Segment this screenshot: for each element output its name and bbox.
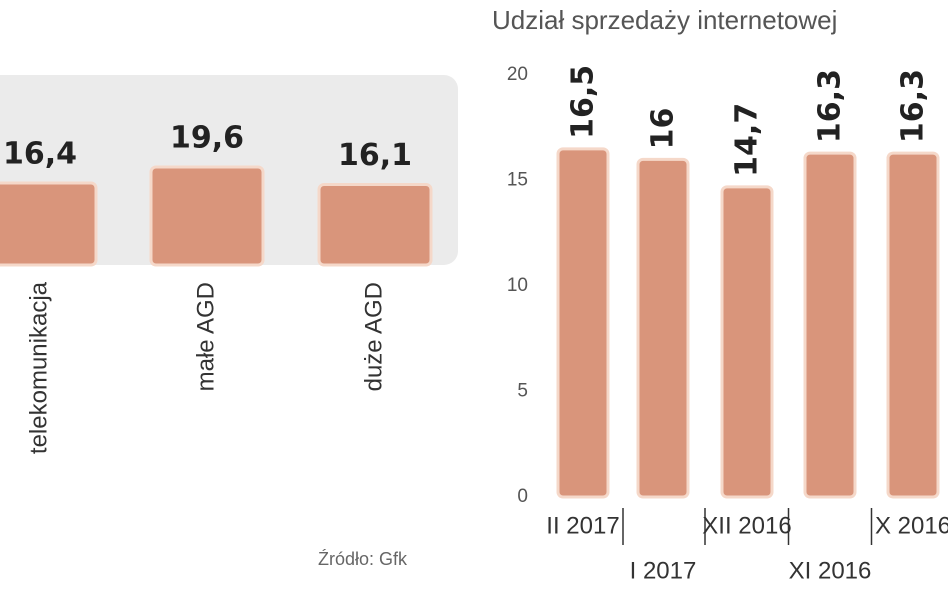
bar — [317, 183, 433, 267]
x-tick-label: duże AGD — [360, 282, 387, 391]
value-label: 16,5 — [566, 65, 601, 139]
x-tick-label: I 2017 — [630, 557, 697, 584]
value-label: 19,6 — [170, 121, 244, 156]
value-label: 16,3 — [896, 69, 931, 143]
value-label: 16,3 — [813, 69, 848, 143]
value-label: 16 — [646, 108, 681, 150]
value-label: 16,1 — [338, 138, 412, 173]
source: Źródło: Gfk — [318, 549, 408, 569]
value-label: 16,4 — [3, 137, 77, 172]
bar — [803, 151, 857, 499]
y-tick-label: 20 — [507, 64, 528, 85]
value-label: 14,7 — [730, 103, 765, 177]
bar — [720, 185, 774, 499]
x-tick-label: II 2017 — [546, 512, 619, 539]
y-tick-label: 0 — [517, 486, 528, 507]
chart-title: Udział sprzedaży internetowej — [492, 5, 837, 35]
bar — [0, 181, 98, 267]
x-tick-label: X 2016 — [875, 512, 948, 539]
x-tick-label: XI 2016 — [789, 557, 872, 584]
bar — [556, 147, 610, 499]
x-tick-label: małe AGD — [192, 282, 219, 391]
y-tick-label: 10 — [507, 275, 528, 296]
y-tick-label: 15 — [507, 170, 528, 191]
x-tick-label: XII 2016 — [702, 512, 791, 539]
bar — [886, 151, 940, 499]
y-tick-label: 5 — [517, 381, 528, 402]
x-tick-label: telekomunikacja — [25, 281, 52, 454]
bar — [636, 157, 690, 499]
bar — [149, 165, 265, 267]
